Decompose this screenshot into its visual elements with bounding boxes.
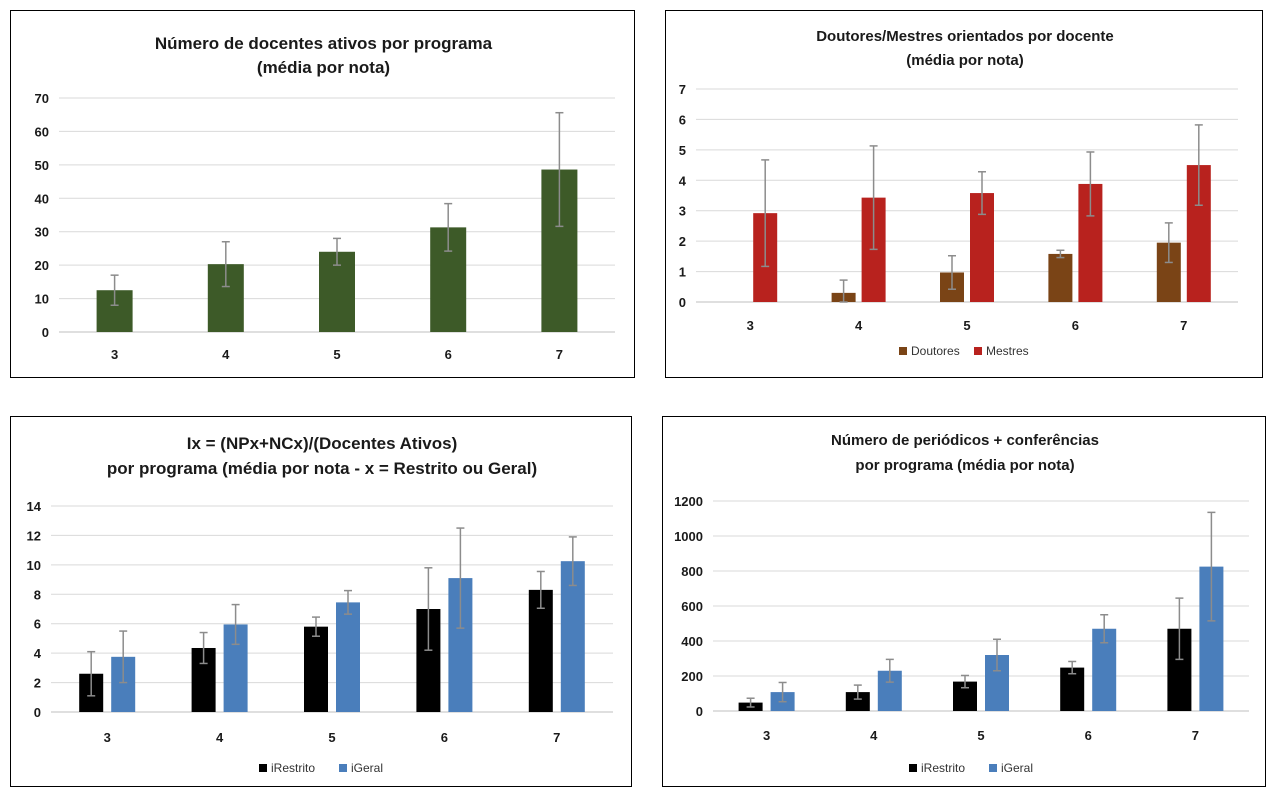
x-tick-label: 5 xyxy=(328,730,335,745)
x-tick-label: 4 xyxy=(216,730,224,745)
y-tick-label: 6 xyxy=(679,112,686,127)
bar-irestrito xyxy=(1060,667,1085,711)
legend-swatch xyxy=(909,764,917,772)
x-tick-label: 5 xyxy=(333,347,340,362)
y-tick-label: 10 xyxy=(35,292,49,307)
chart-panel-periodicos: Número de periódicos + conferências por p… xyxy=(662,416,1266,787)
x-tick-label: 3 xyxy=(104,730,111,745)
x-tick-label: 3 xyxy=(763,728,770,743)
chart-panel-ix: Ix = (NPx+NCx)/(Docentes Ativos) por prog… xyxy=(10,416,632,787)
y-tick-label: 0 xyxy=(696,704,703,719)
y-tick-label: 0 xyxy=(42,325,49,340)
x-tick-label: 6 xyxy=(445,347,452,362)
chart-panel-orientados: Doutores/Mestres orientados por docente (… xyxy=(665,10,1263,378)
legend-label: iGeral xyxy=(351,761,383,775)
y-tick-label: 600 xyxy=(681,599,703,614)
bar-igeral xyxy=(560,561,585,712)
legend-label: iGeral xyxy=(1001,761,1033,775)
y-tick-label: 2 xyxy=(679,234,686,249)
x-tick-label: 4 xyxy=(855,318,863,333)
x-tick-label: 7 xyxy=(553,730,560,745)
y-tick-label: 200 xyxy=(681,669,703,684)
chart-title-line: Número de periódicos + conferências xyxy=(831,432,1099,449)
x-tick-label: 4 xyxy=(222,347,230,362)
y-tick-label: 14 xyxy=(27,499,42,514)
y-tick-label: 4 xyxy=(34,646,42,661)
y-tick-label: 4 xyxy=(679,173,687,188)
legend-label: iRestrito xyxy=(271,761,315,775)
bar-doutores xyxy=(1048,253,1073,302)
x-tick-label: 6 xyxy=(441,730,448,745)
chart-title-line: Doutores/Mestres orientados por docente xyxy=(816,28,1114,45)
y-tick-label: 1000 xyxy=(674,529,703,544)
y-tick-label: 50 xyxy=(35,158,49,173)
y-tick-label: 10 xyxy=(27,558,41,573)
y-tick-label: 400 xyxy=(681,634,703,649)
legend-swatch xyxy=(339,764,347,772)
x-tick-label: 3 xyxy=(747,318,754,333)
x-tick-label: 6 xyxy=(1072,318,1079,333)
y-tick-label: 40 xyxy=(35,191,49,206)
y-tick-label: 8 xyxy=(34,587,41,602)
x-tick-label: 5 xyxy=(963,318,970,333)
y-tick-label: 1200 xyxy=(674,494,703,509)
x-tick-label: 4 xyxy=(870,728,878,743)
x-tick-label: 7 xyxy=(1180,318,1187,333)
y-tick-label: 3 xyxy=(679,204,686,219)
y-tick-label: 12 xyxy=(27,528,41,543)
bar-irestrito xyxy=(304,626,328,712)
bar-igeral xyxy=(336,602,360,712)
y-tick-label: 0 xyxy=(34,705,41,720)
legend-swatch xyxy=(974,347,982,355)
bar-irestrito xyxy=(845,692,870,711)
x-tick-label: 5 xyxy=(977,728,984,743)
y-tick-label: 1 xyxy=(679,265,686,280)
x-tick-label: 7 xyxy=(556,347,563,362)
y-tick-label: 7 xyxy=(679,82,686,97)
y-tick-label: 5 xyxy=(679,143,686,158)
chart-title-line: por programa (média por nota - x = Restr… xyxy=(107,459,537,478)
y-tick-label: 2 xyxy=(34,676,41,691)
y-tick-label: 6 xyxy=(34,617,41,632)
y-tick-label: 60 xyxy=(35,124,49,139)
y-tick-label: 70 xyxy=(35,91,49,106)
legend-label: iRestrito xyxy=(921,761,965,775)
legend-swatch xyxy=(259,764,267,772)
y-tick-label: 20 xyxy=(35,258,49,273)
legend-label: Mestres xyxy=(986,344,1029,358)
x-tick-label: 7 xyxy=(1192,728,1199,743)
chart-title-line: Ix = (NPx+NCx)/(Docentes Ativos) xyxy=(187,434,458,453)
chart-title-line: (média por nota) xyxy=(257,58,390,77)
chart-title-line: (média por nota) xyxy=(906,52,1024,69)
chart-panel-docentes: Número de docentes ativos por programa (m… xyxy=(10,10,635,378)
y-tick-label: 0 xyxy=(679,295,686,310)
y-tick-label: 800 xyxy=(681,564,703,579)
chart-title-line: por programa (média por nota) xyxy=(855,457,1074,474)
legend-swatch xyxy=(989,764,997,772)
bar-irestrito xyxy=(528,589,553,712)
legend-label: Doutores xyxy=(911,344,960,358)
y-tick-label: 30 xyxy=(35,225,49,240)
x-tick-label: 3 xyxy=(111,347,118,362)
x-tick-label: 6 xyxy=(1085,728,1092,743)
chart-title-line: Número de docentes ativos por programa xyxy=(155,34,493,53)
legend-swatch xyxy=(899,347,907,355)
